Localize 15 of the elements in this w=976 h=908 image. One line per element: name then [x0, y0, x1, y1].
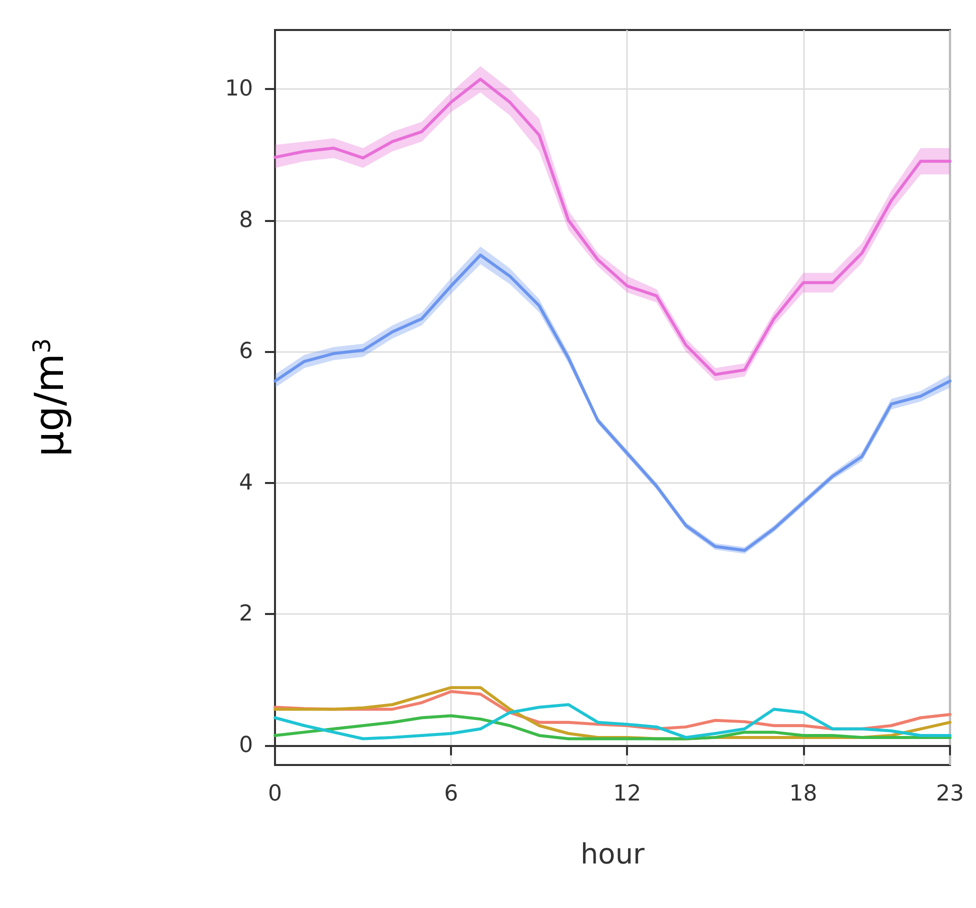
y-tick-label: 10: [225, 76, 253, 102]
x-tick-label: 6: [444, 782, 458, 806]
x-tick-label: 18: [789, 782, 818, 806]
x-axis-title: hour: [580, 838, 646, 870]
y-tick-label: 2: [239, 602, 253, 627]
line-series: [274, 703, 952, 740]
y-tick-label: 0: [239, 732, 253, 758]
y-tick-label: 4: [239, 470, 253, 496]
x-tick-label: 23: [936, 782, 964, 806]
x-tick-label: 12: [613, 782, 642, 806]
y-axis-title: μg/m3: [27, 338, 73, 457]
line-series: [274, 714, 952, 740]
x-tick-label: 0: [268, 782, 282, 806]
y-tick-label: 6: [239, 339, 253, 364]
y-tick-label: 8: [239, 208, 253, 233]
